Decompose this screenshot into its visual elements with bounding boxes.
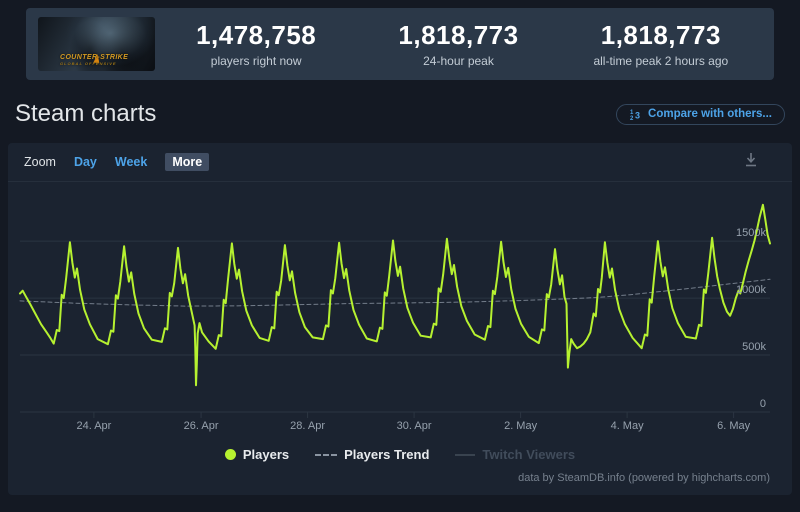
x-tick-label: 28. Apr: [290, 420, 325, 432]
twitch-viewers-legend-marker: [455, 453, 476, 456]
download-chart-icon[interactable]: [742, 151, 760, 169]
svg-text:2: 2: [630, 116, 634, 121]
steam-chart-canvas[interactable]: 24. Apr 26. Apr 28. Apr 30. Apr 2. May 4. May…: [8, 183, 792, 435]
player-stats-bar: COUNTER-STRIKE GLOBAL OFFENSIVE 1,478,75…: [26, 8, 774, 80]
y-axis-label: 1000k: [736, 284, 766, 296]
game-logo-text: COUNTER-STRIKE GLOBAL OFFENSIVE: [60, 53, 129, 66]
stat-players-now: 1,478,758 players right now: [155, 20, 357, 68]
players-now-value: 1,478,758: [196, 20, 317, 50]
controls-divider: [8, 181, 792, 182]
range-day-link[interactable]: Day: [73, 155, 97, 169]
range-week-link[interactable]: Week: [114, 155, 148, 169]
y-axis-label: 0: [760, 398, 766, 410]
stat-24h-peak: 1,818,773 24-hour peak: [357, 20, 559, 68]
svg-text:1: 1: [630, 110, 634, 116]
sort-numeric-icon: 1 2 3: [630, 110, 640, 121]
x-tick-label: 6. May: [717, 420, 751, 432]
compare-button-label: Compare with others...: [648, 108, 772, 120]
peak-24h-label: 24-hour peak: [423, 54, 494, 68]
x-tick-label: 4. May: [611, 420, 645, 432]
chart-zoom-controls: Zoom Day Week More: [24, 153, 210, 171]
x-tick-label: 24. Apr: [76, 420, 111, 432]
section-header: Steam charts 1 2 3 Compare with others..…: [0, 97, 800, 131]
players-trend-line: [19, 278, 771, 307]
twitch-viewers-legend-label: Twitch Viewers: [482, 447, 576, 462]
data-credit: data by SteamDB.info (powered by highcha…: [518, 472, 770, 484]
svg-text:3: 3: [635, 110, 640, 120]
players-trend-legend-marker: [315, 453, 338, 456]
alltime-peak-label: all-time peak 2 hours ago: [593, 54, 729, 68]
chart-legend: Players Players Trend Twitch Viewers: [8, 447, 792, 462]
range-more-button[interactable]: More: [165, 153, 210, 171]
game-capsule-image[interactable]: COUNTER-STRIKE GLOBAL OFFENSIVE: [38, 17, 155, 71]
y-axis-label: 500k: [742, 341, 766, 353]
stat-alltime-peak: 1,818,773 all-time peak 2 hours ago: [560, 20, 762, 68]
zoom-label: Zoom: [24, 155, 56, 169]
legend-item-players[interactable]: Players: [224, 447, 290, 462]
players-legend-label: Players: [242, 447, 290, 462]
y-axis-label: 1500k: [736, 227, 766, 239]
x-tick-label: 26. Apr: [184, 420, 219, 432]
page-title: Steam charts: [15, 100, 157, 127]
alltime-peak-value: 1,818,773: [600, 20, 721, 50]
players-legend-marker: [224, 449, 236, 460]
legend-item-players-trend[interactable]: Players Trend: [315, 447, 429, 462]
compare-with-others-button[interactable]: 1 2 3 Compare with others...: [616, 103, 785, 125]
peak-24h-value: 1,818,773: [398, 20, 519, 50]
x-tick-label: 2. May: [504, 420, 538, 432]
players-line: [19, 203, 771, 387]
players-now-label: players right now: [210, 54, 302, 68]
steam-charts-panel: Zoom Day Week More 24. Apr 26. Apr 28. Apr…: [8, 143, 792, 495]
legend-item-twitch-viewers[interactable]: Twitch Viewers: [455, 447, 575, 462]
players-trend-legend-label: Players Trend: [344, 447, 430, 462]
x-tick-label: 30. Apr: [397, 420, 432, 432]
